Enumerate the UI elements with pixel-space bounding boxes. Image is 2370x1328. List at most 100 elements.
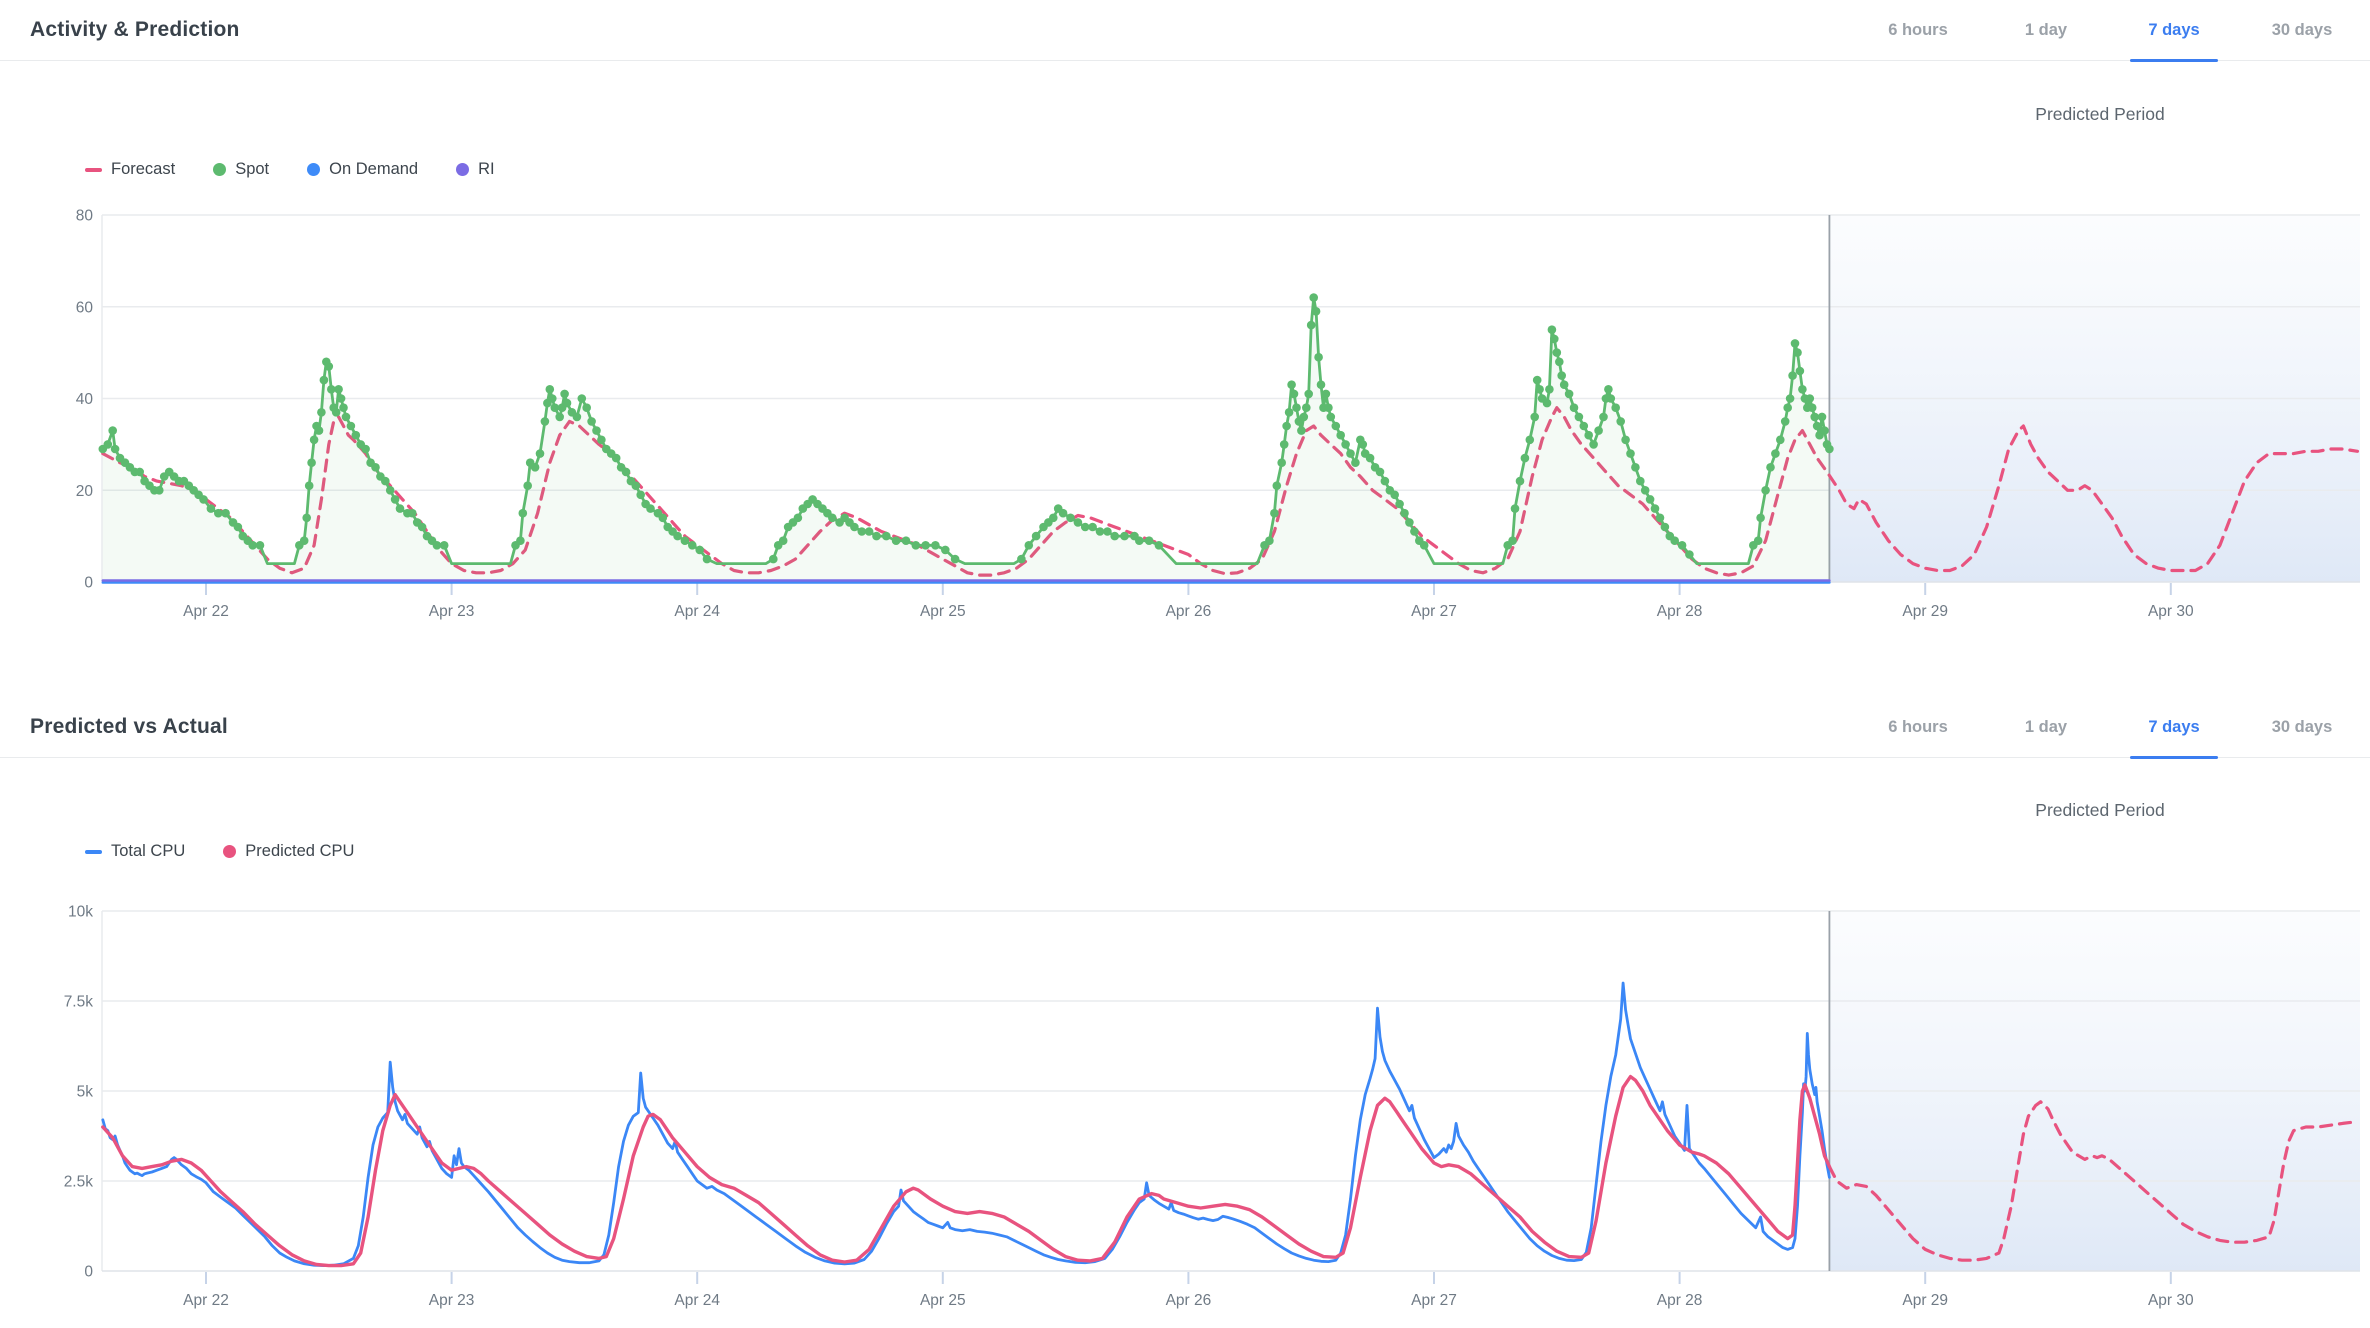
activity-panel-header: Activity & Prediction 6 hours 1 day 7 days… bbox=[0, 0, 2370, 61]
data-point bbox=[540, 417, 550, 426]
x-tick-label: Apr 26 bbox=[1166, 603, 1212, 620]
data-point bbox=[1550, 334, 1559, 344]
data-point bbox=[1805, 394, 1815, 403]
data-point bbox=[1584, 430, 1593, 440]
data-point bbox=[1604, 385, 1613, 394]
data-point bbox=[1270, 508, 1279, 518]
data-point bbox=[1358, 440, 1368, 449]
data-point bbox=[1073, 518, 1083, 527]
data-point bbox=[560, 389, 569, 399]
data-point bbox=[1579, 421, 1589, 431]
data-point bbox=[214, 508, 223, 518]
data-point bbox=[1753, 536, 1763, 545]
tab-7-days[interactable]: 7 days bbox=[2110, 697, 2238, 757]
ri-marker-icon bbox=[456, 163, 470, 176]
data-point bbox=[793, 513, 803, 523]
data-point bbox=[1677, 541, 1687, 550]
tab-1-day[interactable]: 1 day bbox=[2024, 21, 2068, 39]
data-point bbox=[361, 444, 370, 454]
x-tick-label: Apr 22 bbox=[183, 1292, 229, 1309]
tab-6-hours[interactable]: 6 hours bbox=[1888, 21, 1948, 39]
data-point bbox=[1419, 541, 1429, 550]
tab-7-days[interactable]: 7 days bbox=[2110, 0, 2238, 60]
tab-6-hours[interactable]: 6 hours bbox=[1888, 718, 1948, 736]
predicted-cpu-marker-icon bbox=[223, 845, 237, 858]
data-point bbox=[1299, 412, 1309, 422]
x-tick-label: Apr 26 bbox=[1166, 1292, 1212, 1309]
data-point bbox=[695, 545, 704, 555]
data-point bbox=[1375, 467, 1385, 477]
data-point bbox=[1336, 430, 1345, 440]
data-point bbox=[1810, 412, 1819, 422]
data-point bbox=[1660, 522, 1670, 532]
data-point bbox=[108, 426, 117, 435]
y-tick-label: 0 bbox=[84, 1264, 93, 1281]
tab-30-days[interactable]: 30 days bbox=[2271, 21, 2333, 39]
legend-item-on-demand[interactable]: On Demand bbox=[307, 160, 418, 179]
data-point bbox=[1594, 426, 1603, 435]
legend-item-predicted-cpu[interactable]: Predicted CPU bbox=[223, 842, 354, 861]
data-point bbox=[385, 486, 395, 495]
data-point bbox=[1287, 380, 1296, 390]
data-point bbox=[582, 403, 591, 413]
data-point bbox=[1655, 513, 1665, 523]
tab-1-day[interactable]: 1 day bbox=[2024, 718, 2068, 736]
legend-label: Forecast bbox=[111, 160, 176, 178]
series-spot bbox=[98, 293, 1834, 582]
legend-item-spot[interactable]: Spot bbox=[213, 160, 269, 179]
legend-label: On Demand bbox=[329, 160, 419, 178]
data-point bbox=[516, 536, 525, 545]
data-point bbox=[1400, 508, 1409, 518]
data-point bbox=[1795, 366, 1805, 376]
data-point bbox=[611, 453, 621, 463]
data-point bbox=[304, 481, 314, 491]
data-point bbox=[518, 508, 528, 518]
data-point bbox=[1636, 476, 1645, 486]
data-point bbox=[341, 412, 351, 422]
y-tick-label: 5k bbox=[77, 1084, 94, 1101]
data-point bbox=[1390, 490, 1399, 500]
data-point bbox=[1154, 541, 1164, 550]
legend-item-ri[interactable]: RI bbox=[456, 160, 495, 179]
series-area-fill bbox=[102, 297, 1830, 582]
x-tick-label: Apr 25 bbox=[920, 603, 966, 620]
data-point bbox=[1589, 440, 1598, 449]
data-point bbox=[1557, 371, 1566, 380]
data-point bbox=[1542, 398, 1552, 408]
data-point bbox=[688, 541, 697, 550]
data-point bbox=[1606, 394, 1616, 403]
data-point bbox=[1569, 403, 1579, 413]
data-point bbox=[1552, 348, 1562, 357]
data-point bbox=[1066, 513, 1075, 523]
data-point bbox=[1776, 435, 1785, 445]
data-point bbox=[1812, 421, 1822, 431]
data-point bbox=[1324, 403, 1333, 413]
legend-item-forecast[interactable]: Forecast bbox=[85, 160, 175, 179]
data-point bbox=[1088, 522, 1097, 532]
data-point bbox=[1798, 385, 1807, 394]
activity-legend: Forecast Spot On Demand RI bbox=[85, 160, 495, 179]
data-point bbox=[1788, 371, 1797, 380]
data-point bbox=[702, 554, 712, 564]
data-point bbox=[135, 467, 144, 477]
y-tick-label: 7.5k bbox=[64, 994, 94, 1011]
data-point bbox=[921, 541, 930, 550]
tab-30-days[interactable]: 30 days bbox=[2271, 718, 2333, 736]
data-point bbox=[1508, 536, 1517, 545]
data-point bbox=[1785, 394, 1795, 403]
data-point bbox=[1599, 412, 1608, 422]
data-point bbox=[1326, 412, 1336, 422]
data-point bbox=[1525, 435, 1535, 445]
predicted-vs-actual-panel-header: Predicted vs Actual 6 hours 1 day 7 days 30… bbox=[0, 697, 2370, 758]
data-point bbox=[307, 458, 316, 468]
data-point bbox=[1820, 426, 1829, 435]
data-point bbox=[1095, 527, 1105, 536]
legend-item-total-cpu[interactable]: Total CPU bbox=[85, 842, 185, 861]
y-tick-label: 2.5k bbox=[64, 1174, 94, 1191]
data-point bbox=[857, 527, 867, 536]
data-point bbox=[110, 444, 120, 454]
data-point bbox=[339, 403, 348, 413]
data-point bbox=[1331, 421, 1341, 431]
data-point bbox=[1024, 541, 1034, 550]
